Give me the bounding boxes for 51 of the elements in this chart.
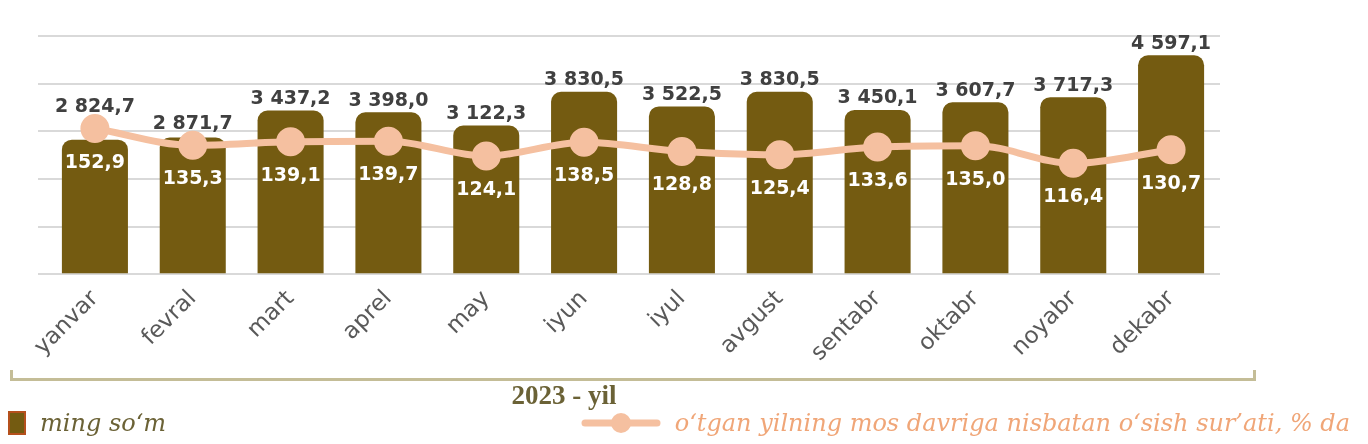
point <box>373 126 403 156</box>
bar <box>355 112 422 274</box>
data-label: 125,4 <box>749 175 810 198</box>
point <box>471 141 501 171</box>
bar <box>844 109 911 274</box>
x-axis-title: 2023 - yil <box>510 380 618 410</box>
data-label: 130,7 <box>1141 170 1202 193</box>
data-label: 128,8 <box>651 172 712 195</box>
data-label: 3 830,5 <box>739 67 820 90</box>
data-label: 3 450,1 <box>837 85 918 108</box>
x-tick-label: iyul <box>642 284 690 332</box>
point <box>863 132 893 162</box>
data-label: 133,6 <box>847 167 908 190</box>
point <box>276 127 306 157</box>
data-label: 3 717,3 <box>1033 72 1114 95</box>
data-label: 2 871,7 <box>152 110 233 133</box>
legend-label: o‘tgan yilning mos davriga nisbatan o‘sish sur’ati, % da <box>674 409 1350 437</box>
point <box>1058 148 1088 178</box>
point <box>569 127 599 157</box>
bar <box>1138 55 1205 274</box>
point <box>960 131 990 161</box>
bar <box>648 106 715 274</box>
data-label: 124,1 <box>456 176 517 199</box>
data-label: 3 522,5 <box>641 81 722 104</box>
bar <box>551 91 618 274</box>
data-label: 138,5 <box>554 163 615 186</box>
data-label: 116,4 <box>1043 184 1104 207</box>
point <box>1156 135 1186 165</box>
data-label: 139,7 <box>358 162 419 185</box>
bar <box>257 110 324 274</box>
data-label: 152,9 <box>64 149 125 172</box>
point <box>178 130 208 160</box>
bar <box>942 102 1009 274</box>
bar <box>1040 97 1107 274</box>
point <box>667 137 697 167</box>
data-label: 3 437,2 <box>250 85 331 108</box>
point <box>765 140 795 170</box>
data-label: 3 607,7 <box>935 77 1016 100</box>
data-label: 4 597,1 <box>1131 30 1212 53</box>
data-label: 3 398,0 <box>348 87 429 110</box>
data-label: 139,1 <box>260 162 321 185</box>
data-label: 135,3 <box>162 166 223 189</box>
data-label: 3 830,5 <box>544 67 625 90</box>
data-label: 3 122,3 <box>446 100 527 123</box>
point <box>80 114 110 144</box>
legend-label: ming so‘m <box>40 409 167 437</box>
data-label: 135,0 <box>945 166 1006 189</box>
bar <box>746 91 813 274</box>
x-tick-label: iyun <box>538 284 592 338</box>
bar <box>61 139 128 274</box>
data-label: 2 824,7 <box>54 94 135 117</box>
